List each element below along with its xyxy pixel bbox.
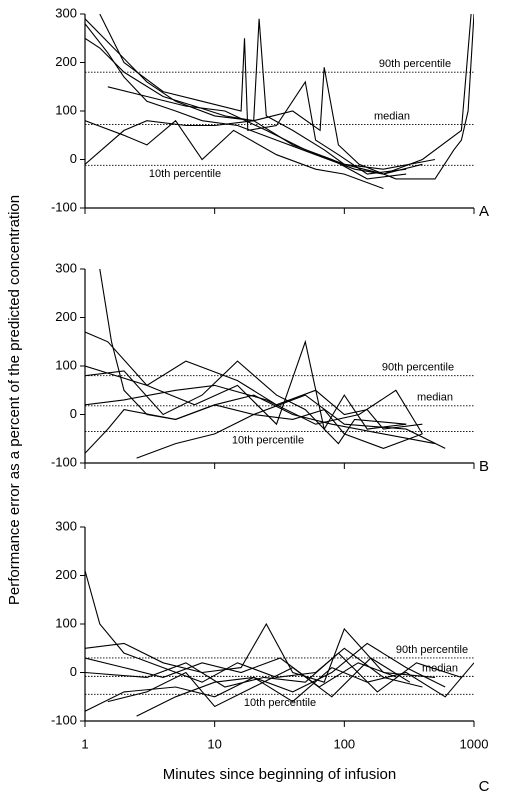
reference-label: median (417, 392, 453, 404)
y-tick-label: -100 (51, 712, 77, 727)
reference-label: 10th percentile (149, 168, 221, 180)
series-line (85, 119, 384, 190)
series-line (85, 384, 423, 435)
series-line (85, 37, 407, 180)
series-line (85, 339, 407, 431)
y-tick-label: 300 (55, 518, 77, 533)
series-line (99, 269, 436, 445)
reference-label: 90th percentile (382, 362, 454, 374)
y-tick-label: 100 (55, 615, 77, 630)
y-tick-label: 200 (55, 309, 77, 324)
y-tick-label: 100 (55, 102, 77, 117)
series-line (85, 23, 423, 175)
series-line (85, 657, 398, 688)
series-line (99, 14, 407, 175)
y-tick-label: 300 (55, 5, 77, 20)
y-tick-label: -100 (51, 454, 77, 469)
x-tick-label: 1 (81, 736, 88, 751)
reference-label: median (422, 662, 458, 674)
reference-label: 90th percentile (379, 58, 451, 70)
y-tick-label: 0 (70, 151, 77, 166)
reference-label: 10th percentile (244, 697, 316, 709)
panel-letter: B (479, 458, 489, 475)
panel-letter: C (479, 778, 490, 791)
series-line (85, 14, 474, 180)
reference-label: 90th percentile (396, 644, 468, 656)
series-line (136, 642, 446, 717)
y-tick-label: 300 (55, 260, 77, 275)
y-tick-label: 100 (55, 357, 77, 372)
y-tick-label: 0 (70, 664, 77, 679)
y-tick-label: 200 (55, 54, 77, 69)
x-tick-label: 1000 (460, 736, 489, 751)
y-tick-label: 200 (55, 567, 77, 582)
series-line (85, 394, 446, 454)
series-line (136, 408, 423, 459)
y-tick-label: -100 (51, 199, 77, 214)
x-tick-label: 10 (207, 736, 221, 751)
y-axis-label: Performance error as a percent of the pr… (6, 195, 23, 605)
series-line (107, 14, 472, 175)
x-tick-label: 100 (333, 736, 355, 751)
series-line (107, 657, 411, 708)
panel-letter: A (479, 203, 489, 220)
x-axis-label: Minutes since beginning of infusion (163, 766, 396, 783)
y-tick-label: 0 (70, 406, 77, 421)
reference-label: median (374, 110, 410, 122)
series-line (85, 622, 436, 683)
reference-label: 10th percentile (232, 434, 304, 446)
series-line (85, 570, 423, 688)
series-line (85, 662, 474, 712)
